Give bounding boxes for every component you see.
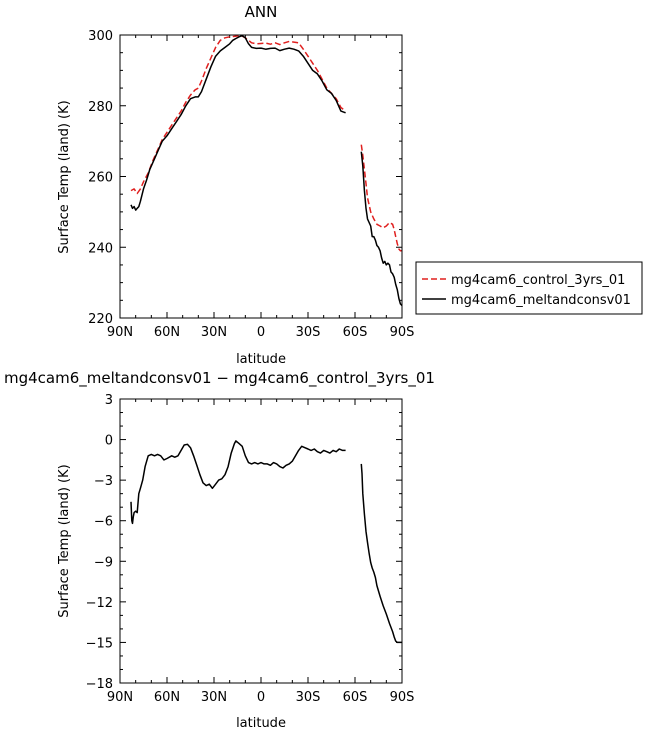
top-x-tick-label: 60S [343, 325, 368, 340]
bottom-y-tick-label: −15 [86, 636, 113, 651]
legend-label-meltandconsv: mg4cam6_meltandconsv01 [451, 293, 631, 308]
bottom-plot-frame [119, 398, 403, 684]
top-series-line-1 [130, 34, 346, 211]
bottom-chart-title: mg4cam6_meltandconsv01 − mg4cam6_control… [4, 369, 435, 388]
legend-label-control: mg4cam6_control_3yrs_01 [451, 273, 625, 288]
top-series-line-0 [130, 34, 347, 195]
top-y-axis-label: Surface Temp (land) (K) [57, 100, 72, 253]
bottom-series-line-0 [360, 463, 402, 644]
bottom-series-lines [130, 440, 402, 644]
bottom-x-tick-label: 60S [343, 690, 368, 705]
bottom-y-tick-label: −18 [86, 677, 113, 692]
top-x-tick-label: 90S [390, 325, 415, 340]
top-y-tick-label: 280 [88, 100, 113, 115]
bottom-chart: mg4cam6_meltandconsv01 − mg4cam6_control… [4, 369, 435, 731]
top-x-tick-label: 30S [296, 325, 321, 340]
top-y-tick-label: 260 [88, 171, 113, 186]
top-y-tick-label: 300 [88, 29, 113, 44]
bottom-y-tick-label: −6 [94, 515, 113, 530]
top-y-tick-label: 220 [88, 312, 113, 327]
bottom-x-tick-label: 30S [296, 690, 321, 705]
bottom-y-tick-label: −12 [86, 596, 113, 611]
bottom-ticks: 90N 60N 30N 0 30S 60S 90S 3 0 −3 −6 −9 −12 −15 −18 [86, 393, 415, 705]
top-series-lines [130, 34, 403, 307]
bottom-y-tick-label: 0 [105, 434, 113, 449]
top-chart-title: ANN [245, 3, 278, 21]
top-ticks: 90N 60N 30N 0 30S 60S 90S 220 240 260 280 300 [88, 29, 414, 340]
bottom-series-line-0 [130, 440, 346, 525]
bottom-x-tick-label: 30N [201, 690, 227, 705]
bottom-y-tick-label: −3 [94, 474, 113, 489]
bottom-y-tick-label: −9 [94, 555, 113, 570]
top-x-tick-label: 60N [154, 325, 180, 340]
bottom-y-tick-label: 3 [105, 393, 113, 408]
bottom-x-tick-label: 90N [107, 690, 133, 705]
top-x-tick-label: 90N [107, 325, 133, 340]
bottom-x-axis-label: latitude [236, 716, 286, 731]
legend: mg4cam6_control_3yrs_01 mg4cam6_meltandc… [415, 261, 643, 315]
top-series-line-1 [360, 151, 403, 307]
top-series-line-0 [360, 144, 402, 252]
bottom-x-tick-label: 0 [257, 690, 265, 705]
bottom-x-tick-label: 60N [154, 690, 180, 705]
top-chart: ANN latitude Surface Temp (land) (K) 90N… [57, 3, 414, 367]
top-plot-frame [119, 34, 403, 319]
top-x-tick-label: 0 [257, 325, 265, 340]
bottom-y-axis-label: Surface Temp (land) (K) [57, 464, 72, 617]
top-x-axis-label: latitude [236, 352, 286, 367]
top-y-tick-label: 240 [88, 241, 113, 256]
bottom-x-tick-label: 90S [390, 690, 415, 705]
top-x-tick-label: 30N [201, 325, 227, 340]
legend-box [415, 261, 643, 315]
